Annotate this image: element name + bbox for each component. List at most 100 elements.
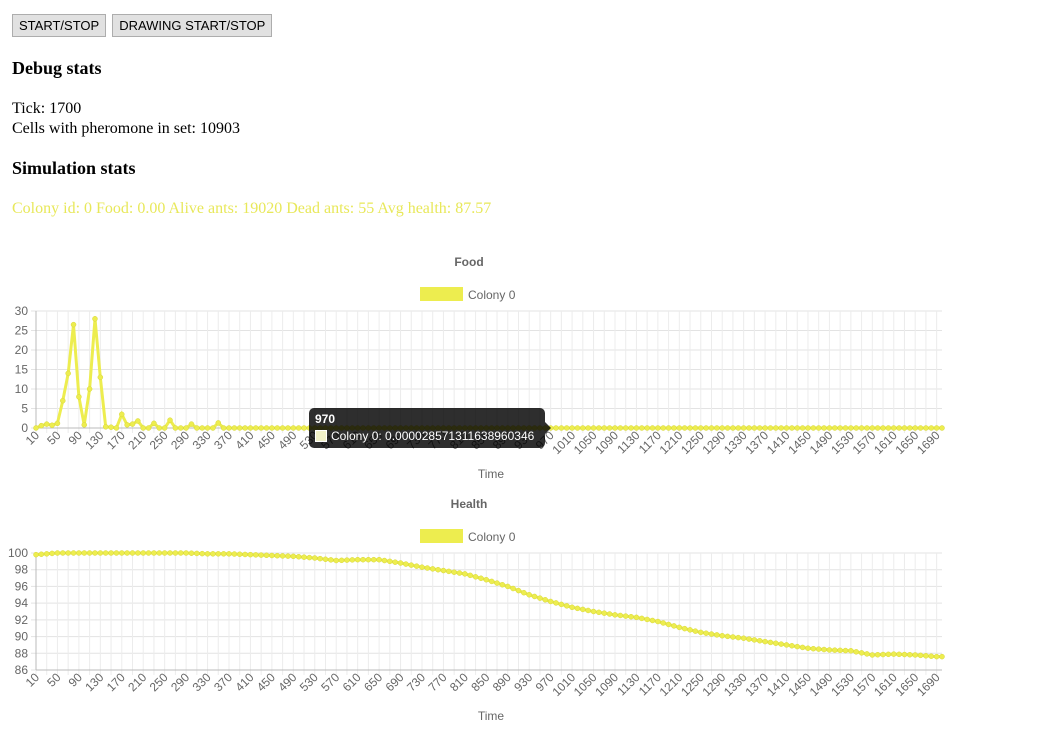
data-point[interactable] (113, 425, 120, 431)
data-point[interactable] (376, 556, 382, 563)
data-point[interactable] (628, 613, 634, 620)
data-point[interactable] (220, 425, 227, 431)
data-point[interactable] (547, 598, 554, 605)
data-point[interactable] (805, 425, 811, 431)
data-point[interactable] (306, 554, 313, 561)
drawing-start-stop-button[interactable]: DRAWING START/STOP (112, 14, 273, 37)
data-point[interactable] (387, 558, 393, 565)
data-point[interactable] (161, 425, 168, 431)
data-point[interactable] (891, 651, 897, 657)
data-point[interactable] (778, 641, 784, 647)
data-point[interactable] (730, 425, 736, 431)
data-point[interactable] (698, 629, 704, 636)
data-point[interactable] (242, 551, 248, 558)
data-point[interactable] (542, 597, 549, 603)
data-point[interactable] (97, 374, 104, 381)
data-point[interactable] (687, 425, 693, 431)
data-point[interactable] (655, 425, 661, 431)
data-point[interactable] (606, 611, 613, 617)
data-point[interactable] (842, 425, 849, 431)
data-point[interactable] (301, 554, 307, 560)
data-point[interactable] (494, 580, 500, 586)
start-stop-button[interactable]: START/STOP (12, 14, 107, 37)
data-point[interactable] (269, 425, 275, 431)
data-point[interactable] (49, 550, 55, 557)
data-point[interactable] (392, 559, 398, 565)
data-point[interactable] (885, 651, 892, 658)
data-point[interactable] (580, 425, 586, 431)
data-point[interactable] (735, 634, 742, 641)
data-point[interactable] (505, 583, 511, 590)
data-point[interactable] (290, 553, 297, 560)
data-point[interactable] (488, 578, 495, 585)
data-point[interactable] (789, 425, 795, 431)
data-point[interactable] (231, 551, 238, 557)
data-point[interactable] (896, 651, 902, 658)
data-point[interactable] (767, 425, 774, 431)
data-point[interactable] (510, 585, 516, 592)
data-point[interactable] (633, 614, 640, 621)
data-point[interactable] (242, 425, 248, 431)
data-point[interactable] (258, 425, 264, 431)
data-point[interactable] (869, 652, 876, 658)
data-point[interactable] (274, 552, 280, 559)
data-point[interactable] (33, 425, 39, 431)
data-point[interactable] (312, 555, 318, 561)
data-point[interactable] (923, 425, 929, 431)
data-point[interactable] (301, 425, 307, 431)
data-point[interactable] (939, 653, 945, 660)
data-point[interactable] (119, 411, 125, 418)
data-point[interactable] (467, 572, 473, 579)
data-point[interactable] (885, 425, 892, 431)
data-point[interactable] (65, 370, 71, 377)
data-point[interactable] (874, 651, 881, 658)
data-point[interactable] (322, 556, 329, 563)
data-point[interactable] (794, 643, 801, 650)
data-point[interactable] (617, 425, 624, 431)
data-point[interactable] (569, 425, 575, 431)
data-point[interactable] (188, 550, 195, 556)
data-point[interactable] (585, 607, 591, 614)
data-point[interactable] (601, 610, 608, 616)
data-point[interactable] (665, 621, 672, 628)
legend-swatch[interactable] (420, 529, 463, 543)
data-point[interactable] (70, 550, 77, 556)
data-point[interactable] (692, 628, 699, 634)
data-point[interactable] (76, 550, 82, 556)
data-point[interactable] (408, 562, 415, 568)
data-point[interactable] (33, 551, 39, 558)
data-point[interactable] (317, 555, 323, 562)
data-point[interactable] (236, 425, 243, 431)
data-point[interactable] (585, 425, 591, 431)
data-point[interactable] (279, 553, 286, 559)
data-point[interactable] (279, 425, 286, 431)
data-point[interactable] (135, 550, 141, 556)
data-point[interactable] (172, 425, 179, 431)
data-point[interactable] (54, 420, 61, 427)
data-point[interactable] (681, 425, 688, 431)
data-point[interactable] (703, 630, 709, 636)
data-point[interactable] (735, 425, 742, 431)
data-point[interactable] (612, 612, 618, 618)
data-point[interactable] (140, 425, 146, 431)
data-point[interactable] (65, 550, 71, 556)
data-point[interactable] (285, 553, 291, 559)
data-point[interactable] (553, 425, 559, 431)
data-point[interactable] (295, 425, 302, 431)
data-point[interactable] (671, 425, 677, 431)
data-point[interactable] (499, 582, 506, 588)
data-point[interactable] (167, 550, 173, 556)
data-point[interactable] (933, 653, 940, 660)
data-point[interactable] (740, 425, 747, 431)
data-point[interactable] (917, 425, 924, 431)
data-point[interactable] (692, 425, 699, 431)
data-point[interactable] (263, 425, 270, 431)
data-point[interactable] (161, 550, 168, 556)
data-point[interactable] (204, 551, 211, 557)
data-point[interactable] (451, 569, 457, 575)
data-point[interactable] (848, 648, 854, 654)
data-point[interactable] (269, 552, 275, 559)
data-point[interactable] (660, 425, 666, 431)
data-point[interactable] (526, 592, 532, 598)
data-point[interactable] (681, 625, 688, 632)
